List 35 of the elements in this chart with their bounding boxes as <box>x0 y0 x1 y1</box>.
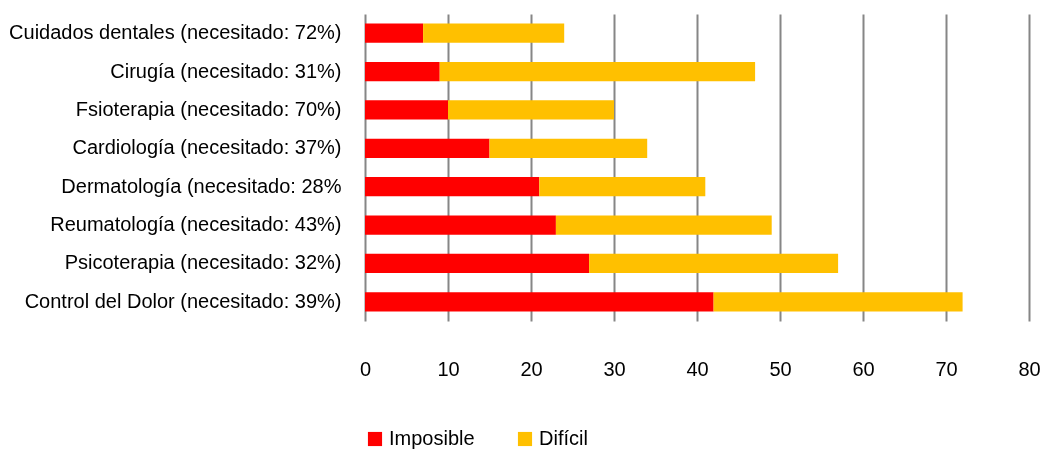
x-tick-label: 0 <box>359 357 372 380</box>
bar <box>365 61 440 82</box>
legend-label: Imposible <box>389 427 475 449</box>
x-tick-label: 10 <box>437 357 460 380</box>
x-tick-label: 20 <box>520 357 543 380</box>
bar <box>365 177 540 197</box>
legend-label: Difícil <box>539 427 588 449</box>
bar <box>365 100 448 120</box>
y-tick-label: Control del Dolor (necesitado: 39%) <box>24 289 342 312</box>
y-tick-label: Psicoterapia (necesitado: 32%) <box>64 251 342 274</box>
x-tick-label: 50 <box>769 357 792 380</box>
x-tick-label: 30 <box>603 357 626 380</box>
y-tick-label: Fsioterapia (necesitado: 70%) <box>75 97 342 120</box>
y-tick-label: Cuidados dentales (necesitado: 72%) <box>9 21 342 44</box>
bar <box>423 23 565 43</box>
bar <box>539 177 706 197</box>
bar <box>365 253 590 274</box>
bar <box>365 292 714 312</box>
x-tick-label: 80 <box>1018 357 1041 380</box>
bar <box>365 23 424 43</box>
bar <box>439 61 756 82</box>
bar <box>589 253 839 274</box>
x-tick-label: 70 <box>935 357 958 380</box>
y-tick-label: Cardiología (necesitado: 37%) <box>72 136 342 159</box>
bar <box>365 215 556 235</box>
bar <box>555 215 772 235</box>
x-tick-label: 60 <box>852 357 875 380</box>
y-tick-label: Cirugía (necesitado: 31%) <box>110 59 342 82</box>
y-tick-label: Dermatología (necesitado: 28% <box>61 174 342 197</box>
bar <box>713 292 963 312</box>
y-tick-label: Reumatología (necesitado: 43%) <box>50 213 342 236</box>
x-tick-label: 40 <box>686 357 709 380</box>
bar <box>365 138 490 158</box>
bar <box>448 100 614 120</box>
bar <box>489 138 648 158</box>
